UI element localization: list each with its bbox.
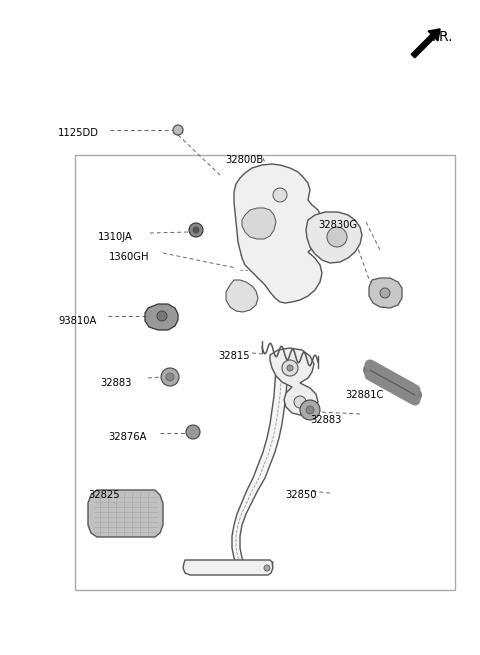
Polygon shape	[145, 304, 178, 330]
FancyArrow shape	[411, 29, 440, 58]
Polygon shape	[242, 208, 276, 239]
Circle shape	[264, 565, 270, 571]
Text: 32825: 32825	[88, 490, 120, 500]
Circle shape	[294, 396, 306, 408]
Text: 32815: 32815	[218, 351, 250, 361]
Text: 32881C: 32881C	[345, 390, 384, 400]
Circle shape	[287, 365, 293, 371]
Circle shape	[282, 360, 298, 376]
Text: 32830G: 32830G	[318, 220, 357, 230]
Text: 1125DD: 1125DD	[58, 128, 99, 138]
Text: 32800B: 32800B	[225, 155, 263, 165]
Circle shape	[300, 400, 320, 420]
Text: 32883: 32883	[310, 415, 341, 425]
Text: 93810A: 93810A	[58, 316, 96, 326]
Text: 1360GH: 1360GH	[109, 252, 149, 262]
Circle shape	[166, 373, 174, 381]
Text: 32850: 32850	[285, 490, 316, 500]
Polygon shape	[88, 490, 163, 537]
Polygon shape	[226, 280, 258, 312]
Circle shape	[157, 311, 167, 321]
Text: 32876A: 32876A	[108, 432, 146, 442]
Circle shape	[273, 188, 287, 202]
Polygon shape	[369, 278, 402, 308]
Text: FR.: FR.	[432, 30, 454, 44]
Text: 1310JA: 1310JA	[98, 232, 133, 242]
Circle shape	[161, 368, 179, 386]
Bar	[75, 155, 455, 590]
Polygon shape	[232, 370, 288, 572]
Polygon shape	[306, 212, 362, 263]
Circle shape	[189, 223, 203, 237]
Circle shape	[327, 227, 347, 247]
Circle shape	[380, 288, 390, 298]
Text: 32883: 32883	[100, 378, 132, 388]
Circle shape	[193, 227, 199, 233]
Polygon shape	[183, 560, 273, 575]
Polygon shape	[270, 348, 318, 415]
Circle shape	[186, 425, 200, 439]
Polygon shape	[234, 164, 323, 303]
Circle shape	[306, 406, 314, 414]
Circle shape	[173, 125, 183, 135]
